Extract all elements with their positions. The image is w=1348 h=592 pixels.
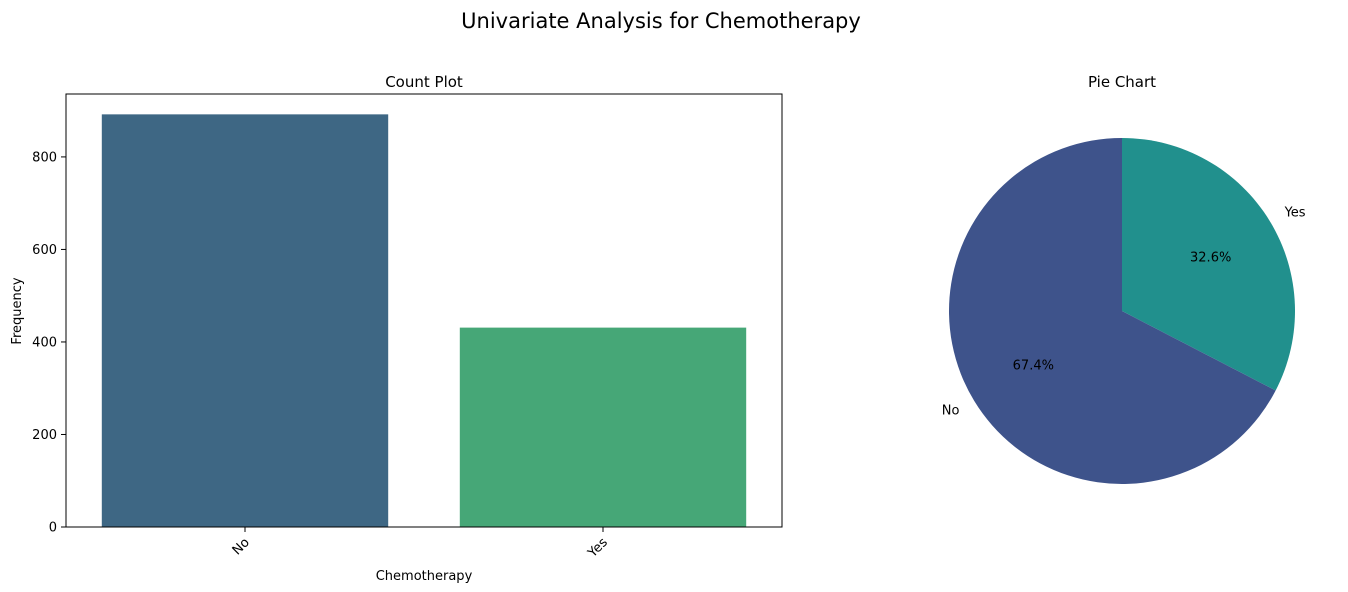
x-tick-label: Yes bbox=[585, 535, 611, 561]
x-axis-label: Chemotherapy bbox=[376, 569, 473, 584]
x-tick-label: No bbox=[230, 535, 253, 558]
bar-yes bbox=[459, 327, 747, 527]
count-plot-frame bbox=[65, 93, 783, 528]
pie-slice-no bbox=[949, 138, 1276, 484]
pie-labels: Yes 32.6% No 67.4% bbox=[942, 206, 1306, 419]
y-tick-label: 400 bbox=[32, 335, 57, 350]
pie-chart: Pie Chart Yes 32.6% No 67.4% bbox=[942, 73, 1306, 484]
y-tick-label: 600 bbox=[32, 243, 57, 258]
pie-chart-title: Pie Chart bbox=[1088, 73, 1156, 91]
count-plot-title: Count Plot bbox=[385, 73, 463, 91]
bar-no bbox=[101, 114, 389, 527]
x-axis-ticks: No Yes bbox=[230, 527, 611, 561]
y-tick-label: 0 bbox=[49, 521, 57, 536]
count-plot: Count Plot 0 200 400 600 800 No Yes Chemother… bbox=[10, 73, 783, 584]
pie-percent-label: 67.4% bbox=[1013, 358, 1054, 373]
y-axis-label: Frequency bbox=[10, 277, 25, 344]
pie-category-label: No bbox=[942, 403, 960, 418]
y-tick-label: 800 bbox=[32, 150, 57, 165]
y-axis-ticks: 0 200 400 600 800 bbox=[32, 150, 66, 536]
pie-category-label: Yes bbox=[1284, 206, 1306, 221]
bar-marks bbox=[101, 114, 747, 527]
y-tick-label: 200 bbox=[32, 428, 57, 443]
pie-slice-yes bbox=[1122, 138, 1295, 391]
figure-title: Univariate Analysis for Chemotherapy bbox=[461, 9, 861, 33]
pie-slices bbox=[949, 138, 1295, 484]
pie-percent-label: 32.6% bbox=[1190, 251, 1231, 266]
